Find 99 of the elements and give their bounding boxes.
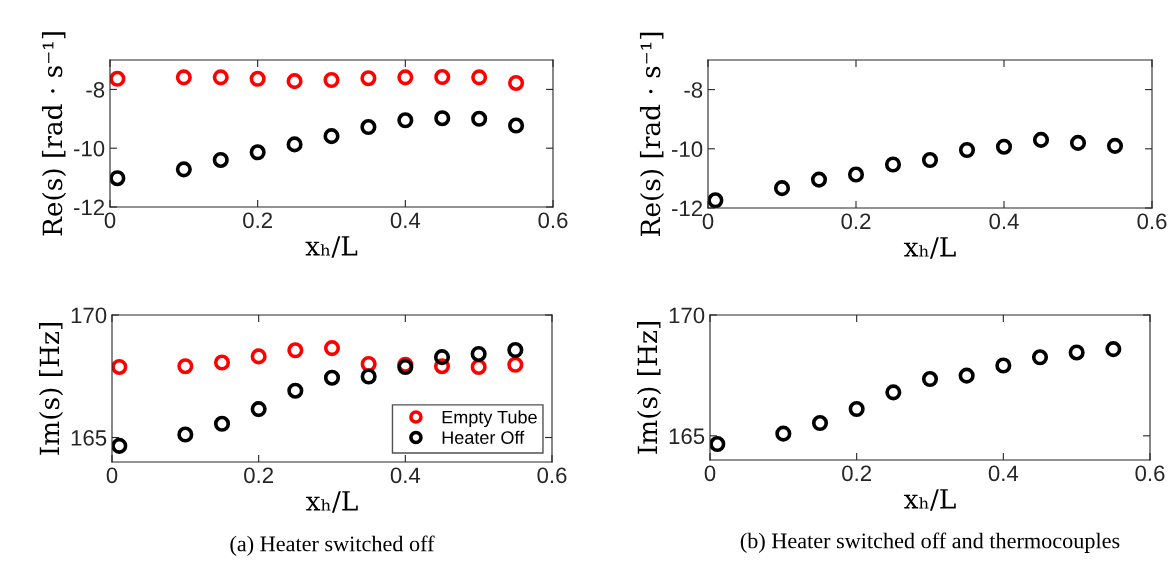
point: [360, 368, 377, 385]
point: [811, 414, 829, 432]
point: [958, 141, 976, 159]
point: [775, 425, 792, 442]
point: [433, 349, 451, 366]
point: [921, 370, 939, 388]
x-axis-title: xₕ/L: [903, 237, 956, 259]
point: [287, 342, 304, 359]
point: [360, 70, 377, 87]
y-tick-label: -8: [86, 81, 105, 98]
y-tick-label: -10: [74, 140, 105, 157]
point: [250, 348, 267, 365]
point: [1105, 341, 1122, 358]
y-tick-label: 170: [669, 307, 705, 324]
point: [470, 345, 487, 363]
point: [1032, 131, 1050, 148]
text: (a) Heater switched off: [230, 535, 435, 556]
x-axis-title: xₕ/L: [305, 236, 358, 258]
point: [397, 112, 414, 129]
point: [250, 401, 267, 418]
point: [508, 74, 525, 91]
point: [112, 358, 128, 375]
point: [884, 156, 902, 173]
text: (b) Heater switched off and thermocouples: [740, 532, 1120, 553]
point: [323, 369, 341, 386]
point: [508, 117, 525, 134]
point: [213, 354, 231, 371]
y-tick-label: -10: [672, 141, 703, 158]
x-tick-label: 0.6: [1135, 465, 1165, 482]
point: [434, 110, 451, 127]
point: [323, 71, 340, 89]
point: [885, 384, 902, 401]
point: [848, 400, 865, 418]
point: [1031, 349, 1049, 366]
point: [1068, 344, 1085, 361]
point: [471, 69, 488, 86]
point: [286, 136, 303, 153]
y-axis-title: Im(s) [Hz]: [636, 322, 662, 454]
point: [175, 161, 192, 178]
point: [921, 151, 939, 169]
point: [177, 426, 194, 443]
point: [323, 128, 340, 145]
point: [1069, 134, 1087, 151]
point: [213, 415, 231, 432]
point: [773, 180, 791, 197]
x-tick-label: 0.2: [842, 465, 871, 482]
point: [708, 192, 724, 208]
y-axis-title: Re(s) [rad · s⁻¹]: [41, 32, 67, 236]
x-tick-label: 0.2: [841, 213, 871, 230]
y-tick-label: -12: [672, 200, 703, 217]
y-tick-label: 165: [71, 430, 107, 446]
x-tick-label: 0.6: [1137, 213, 1167, 230]
x-tick-label: 0.4: [988, 465, 1019, 482]
point: [249, 144, 266, 161]
y-tick-label: 170: [71, 307, 107, 324]
y-axis-title: Im(s) [Hz]: [38, 323, 64, 455]
y-tick-label: -8: [684, 82, 703, 98]
legend-label: Heater Off: [442, 430, 525, 444]
point: [212, 151, 229, 169]
point: [112, 437, 128, 454]
point: [397, 69, 414, 86]
point: [1106, 137, 1124, 154]
point: [177, 358, 194, 375]
x-tick-label: 0: [106, 467, 118, 484]
point: [847, 166, 865, 183]
point: [212, 69, 229, 86]
point: [710, 435, 726, 453]
point: [110, 70, 126, 87]
x-tick-label: 0.2: [244, 467, 273, 484]
point: [810, 171, 828, 188]
point: [958, 367, 975, 384]
point: [110, 170, 126, 187]
point: [507, 341, 524, 359]
point: [286, 73, 303, 90]
x-tick-label: 0: [702, 213, 714, 230]
x-tick-label: 0.6: [537, 467, 567, 484]
y-tick-label: 165: [669, 428, 705, 445]
x-tick-label: 0.4: [989, 213, 1019, 230]
x-tick-label: 0: [104, 212, 116, 229]
x-tick-label: 0.6: [538, 212, 568, 229]
point: [249, 70, 266, 87]
legend-label: Empty Tube: [442, 410, 537, 428]
y-axis-title: Re(s) [rad · s⁻¹]: [639, 32, 665, 237]
x-axis-title: xₕ/L: [903, 489, 956, 511]
y-tick-label: -12: [74, 199, 105, 216]
x-tick-label: 0.2: [243, 212, 272, 229]
point: [434, 68, 451, 86]
point: [995, 138, 1013, 155]
point: [323, 340, 341, 357]
point: [175, 69, 192, 86]
x-tick-label: 0: [704, 465, 716, 482]
point: [995, 357, 1012, 374]
point: [360, 118, 377, 136]
x-tick-label: 0.4: [390, 467, 421, 484]
x-axis-title: xₕ/L: [305, 491, 358, 513]
x-tick-label: 0.4: [390, 212, 421, 229]
point: [287, 382, 304, 399]
point: [507, 356, 524, 373]
point: [471, 110, 488, 127]
